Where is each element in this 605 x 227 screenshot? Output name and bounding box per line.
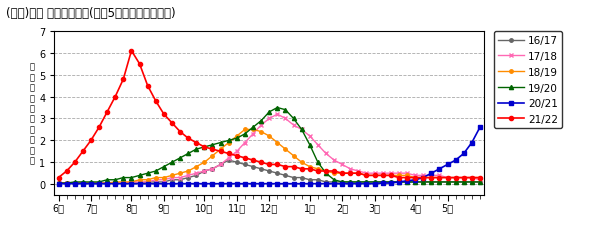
- 20/21: [322, 183, 330, 185]
- 17/18: [436, 174, 443, 177]
- 21/22: [476, 176, 483, 179]
- 21/22: [55, 176, 62, 179]
- Line: 21/22: 21/22: [56, 49, 482, 180]
- Legend: 16/17, 17/18, 18/19, 19/20, 20/21, 21/22: 16/17, 17/18, 18/19, 19/20, 20/21, 21/22: [494, 32, 562, 129]
- 16/17: [168, 179, 175, 181]
- 19/20: [330, 179, 338, 181]
- 16/17: [476, 181, 483, 183]
- Line: 17/18: 17/18: [56, 112, 482, 186]
- 18/19: [168, 174, 175, 177]
- Line: 16/17: 16/17: [57, 159, 482, 185]
- 16/17: [55, 182, 62, 185]
- 16/17: [225, 159, 232, 162]
- 20/21: [379, 182, 387, 185]
- 16/17: [306, 179, 313, 181]
- 19/20: [168, 161, 175, 164]
- 17/18: [330, 159, 338, 162]
- 20/21: [168, 183, 175, 185]
- 21/22: [128, 50, 135, 53]
- 20/21: [476, 126, 483, 129]
- 18/19: [330, 172, 338, 175]
- 16/17: [314, 179, 321, 181]
- 17/18: [55, 182, 62, 185]
- 18/19: [387, 174, 394, 177]
- 17/18: [314, 144, 321, 146]
- 20/21: [298, 183, 306, 185]
- 16/17: [330, 181, 338, 183]
- 16/17: [436, 181, 443, 183]
- 21/22: [306, 168, 313, 170]
- 21/22: [177, 131, 184, 133]
- 17/18: [273, 113, 281, 116]
- 21/22: [330, 170, 338, 173]
- 21/22: [314, 170, 321, 173]
- Line: 20/21: 20/21: [57, 126, 482, 186]
- 20/21: [306, 183, 313, 185]
- Line: 18/19: 18/19: [57, 128, 482, 185]
- 21/22: [436, 176, 443, 179]
- 18/19: [314, 168, 321, 170]
- 19/20: [314, 161, 321, 164]
- 18/19: [476, 176, 483, 179]
- Line: 19/20: 19/20: [56, 106, 482, 185]
- 18/19: [241, 128, 249, 131]
- 18/19: [306, 165, 313, 168]
- 17/18: [168, 176, 175, 179]
- 17/18: [387, 172, 394, 175]
- 17/18: [476, 179, 483, 181]
- 17/18: [306, 135, 313, 138]
- 16/17: [387, 181, 394, 183]
- 19/20: [476, 181, 483, 183]
- 18/19: [436, 176, 443, 179]
- 19/20: [306, 144, 313, 146]
- 20/21: [428, 172, 435, 175]
- 18/19: [55, 182, 62, 185]
- 19/20: [387, 181, 394, 183]
- Text: (参考)全国 週別発生動向(過去5シーズンとの比較): (参考)全国 週別発生動向(過去5シーズンとの比較): [6, 7, 175, 20]
- Y-axis label: 定
点
当
た
り
患
者
報
告
数: 定 点 当 た り 患 者 報 告 数: [30, 62, 35, 165]
- Text: （週）: （週）: [526, 226, 543, 227]
- 20/21: [55, 183, 62, 185]
- 19/20: [55, 182, 62, 185]
- 21/22: [387, 174, 394, 177]
- 19/20: [436, 181, 443, 183]
- 19/20: [273, 107, 281, 109]
